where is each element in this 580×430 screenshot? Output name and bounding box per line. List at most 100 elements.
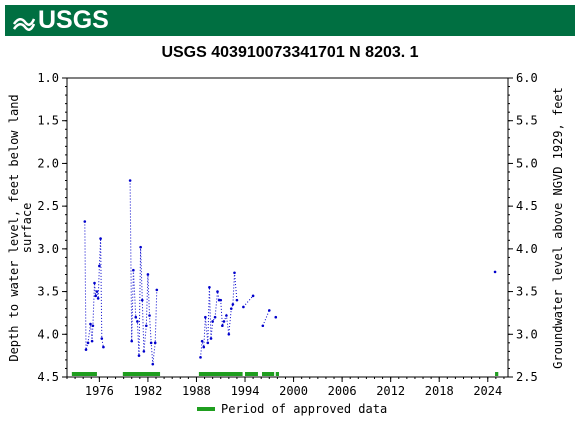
legend-swatch-approved [197, 407, 215, 411]
data-point [132, 268, 135, 272]
x-tick-label: 1982 [133, 384, 162, 398]
data-point [86, 341, 90, 345]
data-point [95, 290, 99, 293]
data-point [83, 220, 87, 223]
data-point [209, 337, 213, 340]
data-point [242, 305, 245, 309]
data-point [139, 245, 142, 249]
data-point [213, 315, 217, 319]
chart-title: USGS 403910073341701 N 8203. 1 [161, 44, 419, 61]
y-right-tick-label: 3.5 [516, 285, 538, 299]
data-point [225, 314, 228, 317]
data-point [206, 341, 210, 345]
approved-period-bar [262, 372, 275, 376]
data-point [233, 271, 236, 275]
data-point [89, 322, 92, 326]
data-point [219, 298, 223, 302]
y-axis-right-label: Groundwater level above NGVD 1929, feet [551, 87, 565, 369]
y-right-tick-label: 5.0 [516, 156, 538, 170]
legend: Period of approved data [197, 402, 387, 416]
data-point [235, 298, 239, 302]
data-point [91, 324, 95, 328]
y-right-tick-label: 2.5 [516, 370, 538, 384]
series-line [243, 295, 254, 308]
data-point [151, 362, 155, 366]
x-tick-label: 2012 [376, 384, 405, 398]
data-point [227, 332, 231, 336]
series-line [129, 180, 158, 365]
y-left-tick-label: 2.0 [37, 156, 59, 170]
y-right-tick-label: 5.5 [516, 114, 538, 128]
x-tick-label: 2000 [279, 384, 308, 398]
approved-period-bar [245, 372, 258, 376]
data-point [261, 324, 265, 328]
data-point [130, 339, 134, 343]
data-point [153, 341, 157, 345]
y-right-tick-label: 4.0 [516, 242, 538, 256]
y-right-tick-label: 3.0 [516, 327, 538, 341]
data-point [221, 324, 224, 328]
data-point [96, 297, 100, 300]
data-point [202, 345, 206, 349]
data-point [102, 345, 105, 349]
data-point [148, 314, 151, 317]
data-point [199, 356, 202, 359]
data-point [90, 339, 94, 343]
y-axis-left-label-line2: surface [20, 203, 34, 254]
y-left-tick-label: 4.0 [37, 327, 59, 341]
data-point [251, 294, 255, 298]
x-tick-label: 1976 [85, 384, 114, 398]
data-point [229, 307, 233, 310]
x-tick-label: 2018 [425, 384, 454, 398]
x-tick-label: 1988 [182, 384, 211, 398]
y-axis-left-label-line1: Depth to water level, feet below land [7, 94, 21, 361]
data-point [200, 339, 204, 343]
data-point [216, 290, 219, 293]
y-left-tick-label: 1.5 [37, 114, 59, 128]
data-point [146, 273, 150, 276]
series-line [84, 221, 104, 350]
usgs-logo: USGS [13, 6, 109, 34]
plot-frame [66, 77, 509, 378]
approved-period-bar [275, 372, 280, 376]
data-point [140, 298, 144, 302]
data-point [155, 288, 159, 292]
usgs-logo-text: USGS [38, 6, 109, 34]
data-point [98, 264, 101, 268]
data-point [84, 348, 88, 351]
data-point [99, 237, 102, 240]
series-line [200, 272, 238, 358]
usgs-banner: USGS [5, 5, 575, 36]
y-left-tick-label: 1.0 [37, 71, 59, 85]
y-right-tick-label: 4.5 [516, 199, 538, 213]
data-point [493, 270, 497, 274]
y-right-tick-label: 6.0 [516, 71, 538, 85]
data-point [134, 315, 138, 319]
data-point [144, 324, 148, 328]
data-point [231, 303, 235, 306]
data-point [211, 320, 214, 323]
approved-period-bar [198, 372, 243, 376]
x-tick-label: 2006 [328, 384, 357, 398]
data-point [149, 341, 153, 345]
y-left-tick-label: 3.0 [37, 242, 59, 256]
data-point [208, 286, 211, 289]
usgs-wave-icon [13, 17, 35, 31]
legend-label-approved: Period of approved data [221, 402, 387, 416]
approved-period-bar [71, 372, 97, 376]
data-point [267, 309, 271, 312]
data-point [137, 354, 141, 357]
data-point [94, 294, 98, 298]
data-point [204, 315, 207, 319]
data-point [128, 179, 132, 182]
y-left-tick-label: 3.5 [37, 285, 59, 299]
approved-period-bar [122, 372, 161, 376]
y-left-tick-label: 2.5 [37, 199, 59, 213]
x-tick-label: 2024 [473, 384, 502, 398]
y-left-tick-label: 4.5 [37, 370, 59, 384]
data-point [142, 350, 146, 353]
data-point [274, 315, 278, 319]
data-point [222, 320, 226, 323]
data-point [93, 281, 96, 285]
